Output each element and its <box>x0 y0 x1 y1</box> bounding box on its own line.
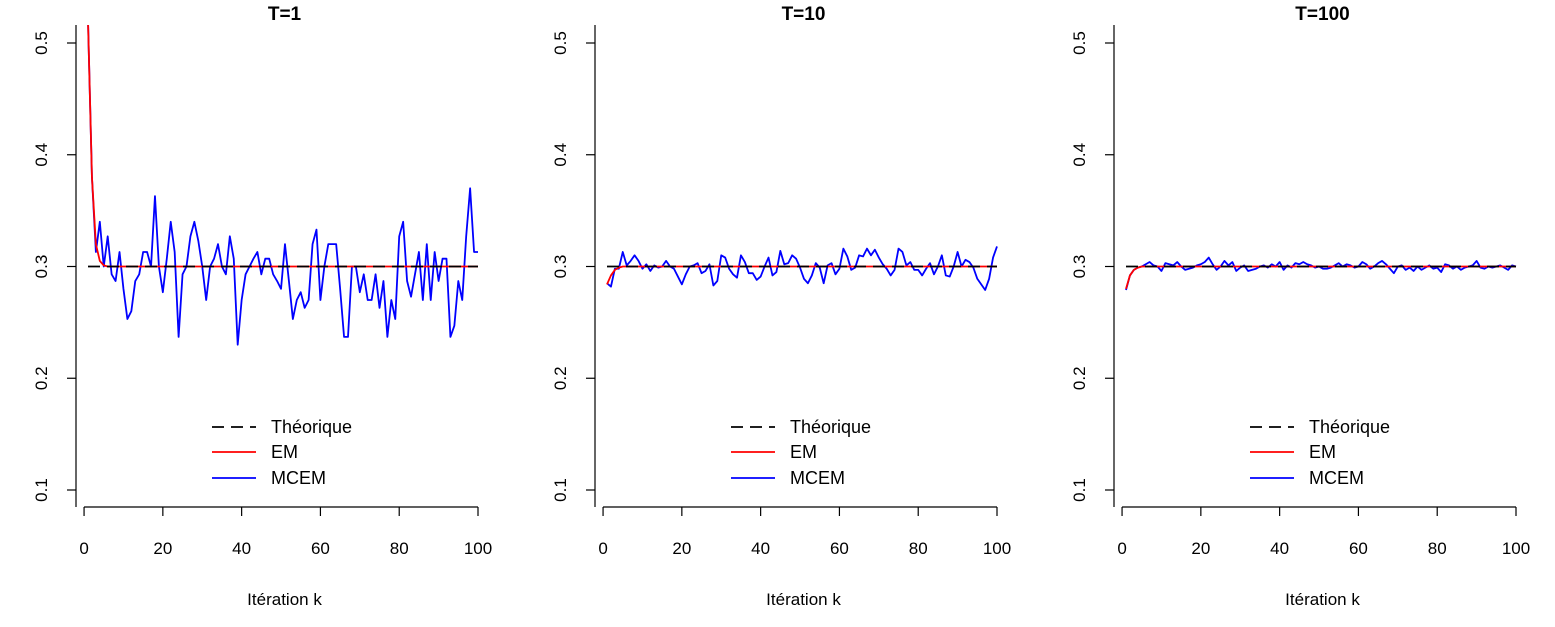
chart-title: T=10 <box>782 4 826 25</box>
x-tick-label: 100 <box>983 539 1011 558</box>
x-tick-label: 60 <box>1349 539 1368 558</box>
x-tick-label: 40 <box>751 539 770 558</box>
x-tick-label: 20 <box>153 539 172 558</box>
x-tick-label: 0 <box>1117 539 1126 558</box>
x-tick-label: 0 <box>79 539 88 558</box>
x-tick-label: 20 <box>672 539 691 558</box>
series-mcem-line <box>606 246 998 291</box>
x-tick-label: 60 <box>311 539 330 558</box>
x-tick-label: 40 <box>1270 539 1289 558</box>
legend-label: Théorique <box>790 417 871 437</box>
y-tick-label: 0.1 <box>551 478 570 502</box>
series-mcem-line <box>87 25 478 346</box>
x-tick-label: 80 <box>909 539 928 558</box>
y-tick-label: 0.3 <box>32 255 51 279</box>
x-tick-label: 20 <box>1191 539 1210 558</box>
y-tick-label: 0.3 <box>1070 255 1089 279</box>
legend-label: EM <box>1309 442 1336 462</box>
chart-title: T=1 <box>268 4 302 25</box>
legend-label: EM <box>271 442 298 462</box>
series-em-line <box>87 25 478 268</box>
y-tick-label: 0.5 <box>32 31 51 55</box>
legend-label: EM <box>790 442 817 462</box>
legend-label: Théorique <box>1309 417 1390 437</box>
y-tick-label: 0.2 <box>551 366 570 390</box>
x-tick-label: 80 <box>390 539 409 558</box>
x-tick-label: 60 <box>830 539 849 558</box>
chart-panel-3: T=100 0 20 40 60 80 100 0.1 0.2 0.3 0.4 0.5 Itératio… <box>1070 4 1530 609</box>
y-tick-label: 0.4 <box>32 143 51 167</box>
x-axis-label: Itération k <box>1285 590 1360 609</box>
x-axis-label: Itération k <box>766 590 841 609</box>
x-tick-label: 100 <box>464 539 492 558</box>
legend-label: MCEM <box>1309 468 1364 488</box>
legend-label: MCEM <box>271 468 326 488</box>
y-tick-label: 0.5 <box>551 31 570 55</box>
chart-title: T=100 <box>1295 4 1349 25</box>
x-axis-label: Itération k <box>247 590 322 609</box>
y-tick-label: 0.5 <box>1070 31 1089 55</box>
y-tick-label: 0.2 <box>1070 366 1089 390</box>
y-tick-label: 0.1 <box>32 478 51 502</box>
legend-label: Théorique <box>271 417 352 437</box>
chart-panel-1: T=1 0 20 40 60 80 100 0.1 0.2 0.3 0.4 0.5 Itération … <box>32 4 492 609</box>
x-tick-label: 100 <box>1502 539 1530 558</box>
y-tick-label: 0.4 <box>1070 143 1089 167</box>
x-tick-label: 80 <box>1428 539 1447 558</box>
series-mcem-line <box>1125 256 1517 291</box>
y-tick-label: 0.4 <box>551 143 570 167</box>
y-tick-label: 0.3 <box>551 255 570 279</box>
y-tick-label: 0.1 <box>1070 478 1089 502</box>
chart-panel-2: T=10 0 20 40 60 80 100 0.1 0.2 0.3 0.4 0.5 Itération… <box>551 4 1011 609</box>
y-tick-label: 0.2 <box>32 366 51 390</box>
x-tick-label: 40 <box>232 539 251 558</box>
legend-label: MCEM <box>790 468 845 488</box>
x-tick-label: 0 <box>598 539 607 558</box>
